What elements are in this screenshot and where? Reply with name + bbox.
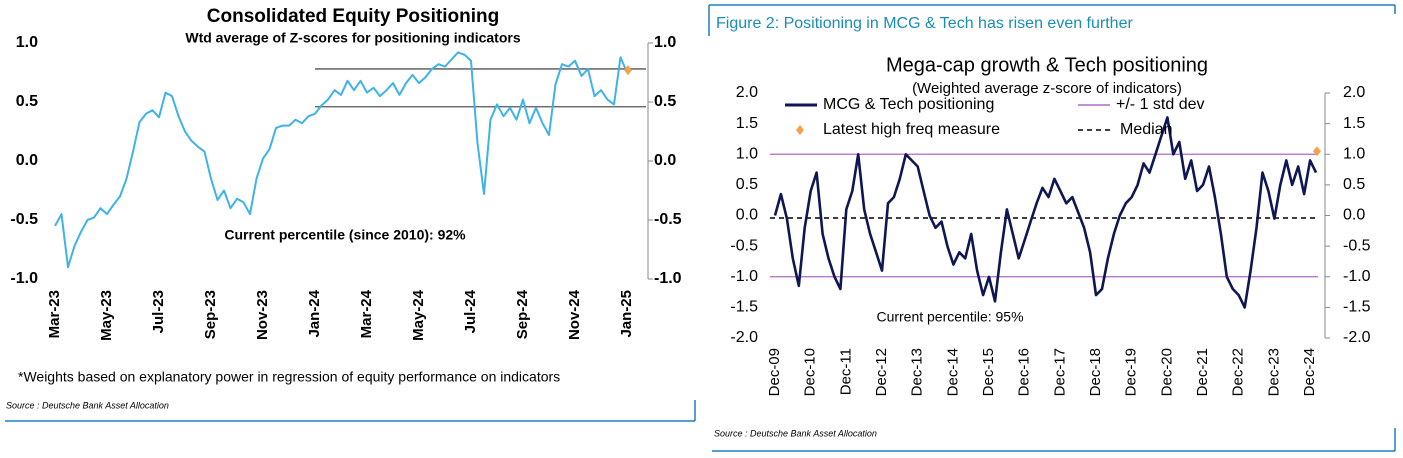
x-tick-label: Dec-21	[1194, 348, 1211, 396]
data-line	[54, 51, 628, 269]
y-tick-label: 1.5	[736, 115, 758, 132]
x-tick-label: Dec-14	[944, 348, 961, 396]
y-tick-label: 1.0	[736, 145, 758, 162]
legend-label: Median	[1120, 121, 1172, 138]
x-tick-label: Dec-10	[802, 348, 819, 396]
chart-title: Consolidated Equity Positioning	[207, 6, 499, 27]
y-tick-label: -2.0	[730, 329, 758, 346]
y2-tick-label: -1.0	[1343, 268, 1371, 285]
x-tick-label: Dec-12	[873, 348, 890, 396]
y-tick-label: 0.0	[736, 207, 758, 224]
latest-marker	[1313, 146, 1321, 157]
y-tick-label: 0.0	[16, 152, 38, 169]
y-tick-label: -1.5	[730, 299, 758, 316]
chart-subtitle: Wtd average of Z-scores for positioning …	[185, 30, 520, 46]
x-tick-label: Jan-25	[618, 290, 635, 338]
chart-subtitle: (Weighted average z-score of indicators)	[912, 80, 1182, 97]
chart-title: Mega-cap growth & Tech positioning	[886, 54, 1208, 76]
annotation: Current percentile: 95%	[876, 309, 1023, 325]
y-tick-label: 0.5	[736, 176, 758, 193]
y-tick-label: -0.5	[10, 211, 38, 228]
x-tick-label: Mar-23	[46, 290, 63, 338]
x-tick-label: Dec-17	[1051, 348, 1068, 396]
y2-tick-label: -0.5	[654, 211, 682, 228]
x-tick-label: Jan-24	[306, 289, 323, 337]
y2-tick-label: 1.0	[654, 34, 676, 51]
y2-tick-label: 0.0	[1343, 207, 1365, 224]
footnote: *Weights based on explanatory power in r…	[18, 369, 560, 385]
y-tick-label: -1.0	[730, 268, 758, 285]
x-tick-label: Mar-24	[358, 289, 375, 338]
x-tick-label: Nov-24	[566, 289, 583, 340]
x-tick-label: Jul-23	[150, 290, 167, 333]
source: Source : Deutsche Bank Asset Allocation	[6, 400, 169, 410]
y-tick-label: 1.0	[16, 34, 38, 51]
y2-tick-label: -2.0	[1343, 329, 1371, 346]
figure-title: Figure 2: Positioning in MCG & Tech has …	[716, 15, 1133, 32]
y2-tick-label: 1.5	[1343, 115, 1365, 132]
source: Source : Deutsche Bank Asset Allocation	[714, 428, 877, 438]
y2-tick-label: -1.5	[1343, 299, 1371, 316]
x-tick-label: Dec-09	[766, 348, 783, 396]
x-tick-label: Dec-20	[1158, 348, 1175, 396]
x-tick-label: Dec-19	[1123, 348, 1140, 396]
x-tick-label: Dec-22	[1230, 348, 1247, 396]
legend-marker	[796, 125, 804, 135]
y2-tick-label: 1.0	[1343, 145, 1365, 162]
x-tick-label: Dec-16	[1016, 348, 1033, 396]
annotation: Current percentile (since 2010): 92%	[224, 227, 466, 243]
y-tick-label: 2.0	[736, 84, 758, 101]
latest-marker	[624, 65, 632, 76]
y-tick-label: -0.5	[730, 237, 758, 254]
x-tick-label: May-24	[410, 289, 427, 341]
y-tick-label: -1.0	[10, 270, 38, 287]
x-tick-label: Dec-24	[1301, 348, 1318, 396]
x-tick-label: Jul-24	[462, 289, 479, 333]
x-tick-label: Nov-23	[254, 290, 271, 340]
y-tick-label: 0.5	[16, 93, 38, 110]
y2-tick-label: 0.0	[654, 152, 676, 169]
y2-tick-label: 0.5	[1343, 176, 1365, 193]
data-line	[773, 116, 1318, 309]
y2-tick-label: 2.0	[1343, 84, 1365, 101]
y2-tick-label: 0.5	[654, 93, 676, 110]
x-tick-label: Dec-15	[980, 348, 997, 396]
y2-tick-label: -1.0	[654, 270, 682, 287]
legend-label: +/- 1 std dev	[1116, 96, 1205, 113]
x-tick-label: Sep-23	[202, 290, 219, 339]
legend-label: MCG & Tech positioning	[823, 96, 994, 113]
x-tick-label: Dec-11	[837, 348, 854, 395]
y2-tick-label: -0.5	[1343, 237, 1371, 254]
x-tick-label: Dec-13	[909, 348, 926, 396]
x-tick-label: Dec-18	[1087, 348, 1104, 396]
legend-label: Latest high freq measure	[823, 121, 1000, 138]
x-tick-label: Dec-23	[1265, 348, 1282, 396]
x-tick-label: May-23	[98, 290, 115, 341]
x-tick-label: Sep-24	[514, 289, 531, 339]
